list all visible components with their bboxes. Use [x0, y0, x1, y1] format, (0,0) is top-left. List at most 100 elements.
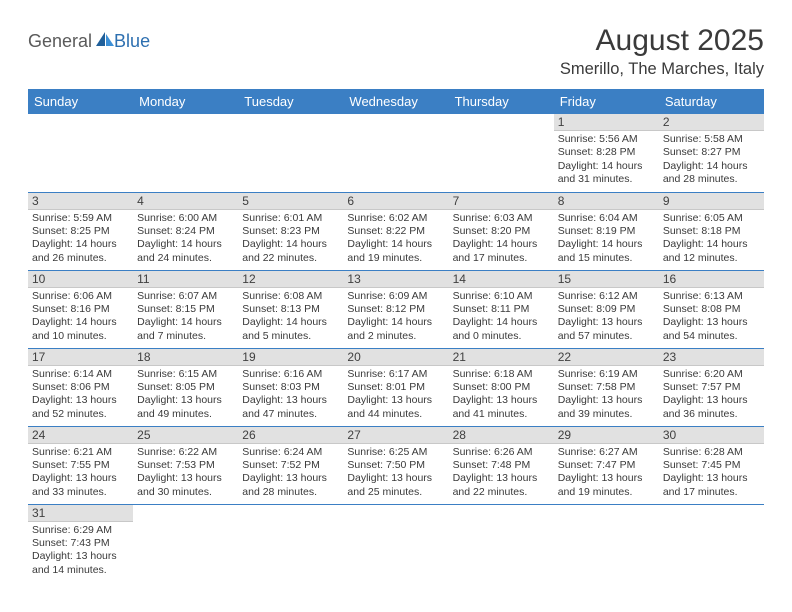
calendar-cell [554, 504, 659, 582]
day-info: Sunrise: 6:00 AMSunset: 8:24 PMDaylight:… [133, 210, 238, 269]
day-number: 15 [554, 271, 659, 288]
calendar-cell [659, 504, 764, 582]
day-info: Sunrise: 6:17 AMSunset: 8:01 PMDaylight:… [343, 366, 448, 425]
day-number: 6 [343, 193, 448, 210]
day-info: Sunrise: 6:12 AMSunset: 8:09 PMDaylight:… [554, 288, 659, 347]
day-number: 23 [659, 349, 764, 366]
weekday-header-row: Sunday Monday Tuesday Wednesday Thursday… [28, 89, 764, 114]
day-number: 21 [449, 349, 554, 366]
day-number: 12 [238, 271, 343, 288]
day-info: Sunrise: 6:13 AMSunset: 8:08 PMDaylight:… [659, 288, 764, 347]
day-number: 25 [133, 427, 238, 444]
calendar-cell: 12Sunrise: 6:08 AMSunset: 8:13 PMDayligh… [238, 270, 343, 348]
calendar-row: 31Sunrise: 6:29 AMSunset: 7:43 PMDayligh… [28, 504, 764, 582]
calendar-cell: 7Sunrise: 6:03 AMSunset: 8:20 PMDaylight… [449, 192, 554, 270]
calendar-cell [28, 114, 133, 192]
day-info: Sunrise: 6:26 AMSunset: 7:48 PMDaylight:… [449, 444, 554, 503]
calendar-cell: 21Sunrise: 6:18 AMSunset: 8:00 PMDayligh… [449, 348, 554, 426]
calendar-cell: 29Sunrise: 6:27 AMSunset: 7:47 PMDayligh… [554, 426, 659, 504]
calendar-cell: 24Sunrise: 6:21 AMSunset: 7:55 PMDayligh… [28, 426, 133, 504]
logo-text-2: Blue [114, 31, 150, 52]
col-wednesday: Wednesday [343, 89, 448, 114]
day-info: Sunrise: 6:04 AMSunset: 8:19 PMDaylight:… [554, 210, 659, 269]
day-number: 30 [659, 427, 764, 444]
calendar-cell [343, 504, 448, 582]
month-title: August 2025 [560, 24, 764, 58]
day-info: Sunrise: 6:28 AMSunset: 7:45 PMDaylight:… [659, 444, 764, 503]
calendar-cell [449, 504, 554, 582]
day-info: Sunrise: 6:20 AMSunset: 7:57 PMDaylight:… [659, 366, 764, 425]
calendar-cell: 25Sunrise: 6:22 AMSunset: 7:53 PMDayligh… [133, 426, 238, 504]
day-number: 10 [28, 271, 133, 288]
col-thursday: Thursday [449, 89, 554, 114]
calendar-cell: 11Sunrise: 6:07 AMSunset: 8:15 PMDayligh… [133, 270, 238, 348]
day-info: Sunrise: 6:06 AMSunset: 8:16 PMDaylight:… [28, 288, 133, 347]
day-number: 28 [449, 427, 554, 444]
calendar-cell: 28Sunrise: 6:26 AMSunset: 7:48 PMDayligh… [449, 426, 554, 504]
day-info: Sunrise: 5:58 AMSunset: 8:27 PMDaylight:… [659, 131, 764, 190]
calendar-cell: 27Sunrise: 6:25 AMSunset: 7:50 PMDayligh… [343, 426, 448, 504]
calendar-cell: 18Sunrise: 6:15 AMSunset: 8:05 PMDayligh… [133, 348, 238, 426]
calendar-cell: 26Sunrise: 6:24 AMSunset: 7:52 PMDayligh… [238, 426, 343, 504]
day-number: 11 [133, 271, 238, 288]
calendar-cell [343, 114, 448, 192]
calendar-row: 17Sunrise: 6:14 AMSunset: 8:06 PMDayligh… [28, 348, 764, 426]
calendar-cell: 2Sunrise: 5:58 AMSunset: 8:27 PMDaylight… [659, 114, 764, 192]
calendar-cell [133, 504, 238, 582]
logo: General Blue [28, 30, 150, 53]
day-info: Sunrise: 6:14 AMSunset: 8:06 PMDaylight:… [28, 366, 133, 425]
calendar-cell: 14Sunrise: 6:10 AMSunset: 8:11 PMDayligh… [449, 270, 554, 348]
sail-icon [94, 30, 116, 53]
day-info: Sunrise: 6:03 AMSunset: 8:20 PMDaylight:… [449, 210, 554, 269]
calendar-cell: 16Sunrise: 6:13 AMSunset: 8:08 PMDayligh… [659, 270, 764, 348]
calendar-row: 24Sunrise: 6:21 AMSunset: 7:55 PMDayligh… [28, 426, 764, 504]
calendar-cell: 30Sunrise: 6:28 AMSunset: 7:45 PMDayligh… [659, 426, 764, 504]
calendar-cell [449, 114, 554, 192]
calendar-cell: 5Sunrise: 6:01 AMSunset: 8:23 PMDaylight… [238, 192, 343, 270]
day-info: Sunrise: 6:07 AMSunset: 8:15 PMDaylight:… [133, 288, 238, 347]
calendar-cell [238, 504, 343, 582]
day-number: 17 [28, 349, 133, 366]
day-info: Sunrise: 6:22 AMSunset: 7:53 PMDaylight:… [133, 444, 238, 503]
day-info: Sunrise: 6:10 AMSunset: 8:11 PMDaylight:… [449, 288, 554, 347]
day-number: 5 [238, 193, 343, 210]
calendar-cell: 8Sunrise: 6:04 AMSunset: 8:19 PMDaylight… [554, 192, 659, 270]
day-number: 31 [28, 505, 133, 522]
calendar-cell [238, 114, 343, 192]
day-info: Sunrise: 6:15 AMSunset: 8:05 PMDaylight:… [133, 366, 238, 425]
day-info: Sunrise: 6:27 AMSunset: 7:47 PMDaylight:… [554, 444, 659, 503]
calendar-cell: 4Sunrise: 6:00 AMSunset: 8:24 PMDaylight… [133, 192, 238, 270]
calendar-cell: 23Sunrise: 6:20 AMSunset: 7:57 PMDayligh… [659, 348, 764, 426]
day-info: Sunrise: 6:05 AMSunset: 8:18 PMDaylight:… [659, 210, 764, 269]
day-number: 26 [238, 427, 343, 444]
calendar-cell: 31Sunrise: 6:29 AMSunset: 7:43 PMDayligh… [28, 504, 133, 582]
day-number: 20 [343, 349, 448, 366]
col-saturday: Saturday [659, 89, 764, 114]
calendar-row: 10Sunrise: 6:06 AMSunset: 8:16 PMDayligh… [28, 270, 764, 348]
col-monday: Monday [133, 89, 238, 114]
day-number: 9 [659, 193, 764, 210]
calendar-cell: 1Sunrise: 5:56 AMSunset: 8:28 PMDaylight… [554, 114, 659, 192]
day-number: 16 [659, 271, 764, 288]
calendar-cell: 9Sunrise: 6:05 AMSunset: 8:18 PMDaylight… [659, 192, 764, 270]
day-number: 1 [554, 114, 659, 131]
calendar-cell: 6Sunrise: 6:02 AMSunset: 8:22 PMDaylight… [343, 192, 448, 270]
location: Smerillo, The Marches, Italy [560, 60, 764, 79]
calendar-cell: 15Sunrise: 6:12 AMSunset: 8:09 PMDayligh… [554, 270, 659, 348]
calendar-cell: 19Sunrise: 6:16 AMSunset: 8:03 PMDayligh… [238, 348, 343, 426]
day-number: 4 [133, 193, 238, 210]
calendar-cell: 20Sunrise: 6:17 AMSunset: 8:01 PMDayligh… [343, 348, 448, 426]
day-info: Sunrise: 6:02 AMSunset: 8:22 PMDaylight:… [343, 210, 448, 269]
day-info: Sunrise: 6:08 AMSunset: 8:13 PMDaylight:… [238, 288, 343, 347]
day-number: 2 [659, 114, 764, 131]
header: General Blue August 2025 Smerillo, The M… [28, 24, 764, 79]
day-number: 13 [343, 271, 448, 288]
day-info: Sunrise: 6:29 AMSunset: 7:43 PMDaylight:… [28, 522, 133, 581]
day-info: Sunrise: 6:16 AMSunset: 8:03 PMDaylight:… [238, 366, 343, 425]
day-info: Sunrise: 6:25 AMSunset: 7:50 PMDaylight:… [343, 444, 448, 503]
day-number: 29 [554, 427, 659, 444]
day-info: Sunrise: 5:56 AMSunset: 8:28 PMDaylight:… [554, 131, 659, 190]
calendar-row: 3Sunrise: 5:59 AMSunset: 8:25 PMDaylight… [28, 192, 764, 270]
calendar-cell: 17Sunrise: 6:14 AMSunset: 8:06 PMDayligh… [28, 348, 133, 426]
day-number: 3 [28, 193, 133, 210]
